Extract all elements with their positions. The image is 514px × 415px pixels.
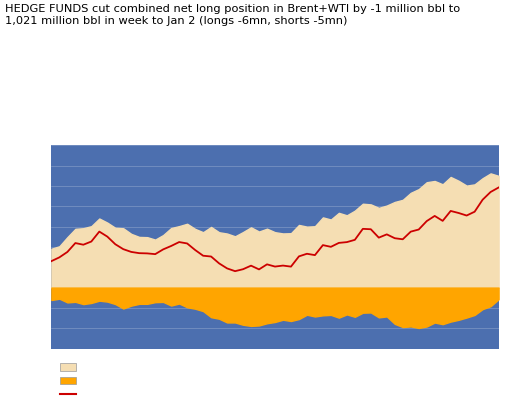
Legend: Gross Long Positions, Gross Short Positions, Net Long (+) or Short (-) Position: Gross Long Positions, Gross Short Positi… <box>56 359 235 403</box>
Text: Money managers' long and short positions in the three main
crude oil futures and: Money managers' long and short positions… <box>72 63 442 100</box>
Text: Source: CME Group, ICE Futures Europe
@JKempEnergy: Source: CME Group, ICE Futures Europe @J… <box>269 358 447 379</box>
Text: HEDGE FUNDS cut combined net long position in Brent+WTI by -1 million bbl to
1,0: HEDGE FUNDS cut combined net long positi… <box>5 5 461 26</box>
